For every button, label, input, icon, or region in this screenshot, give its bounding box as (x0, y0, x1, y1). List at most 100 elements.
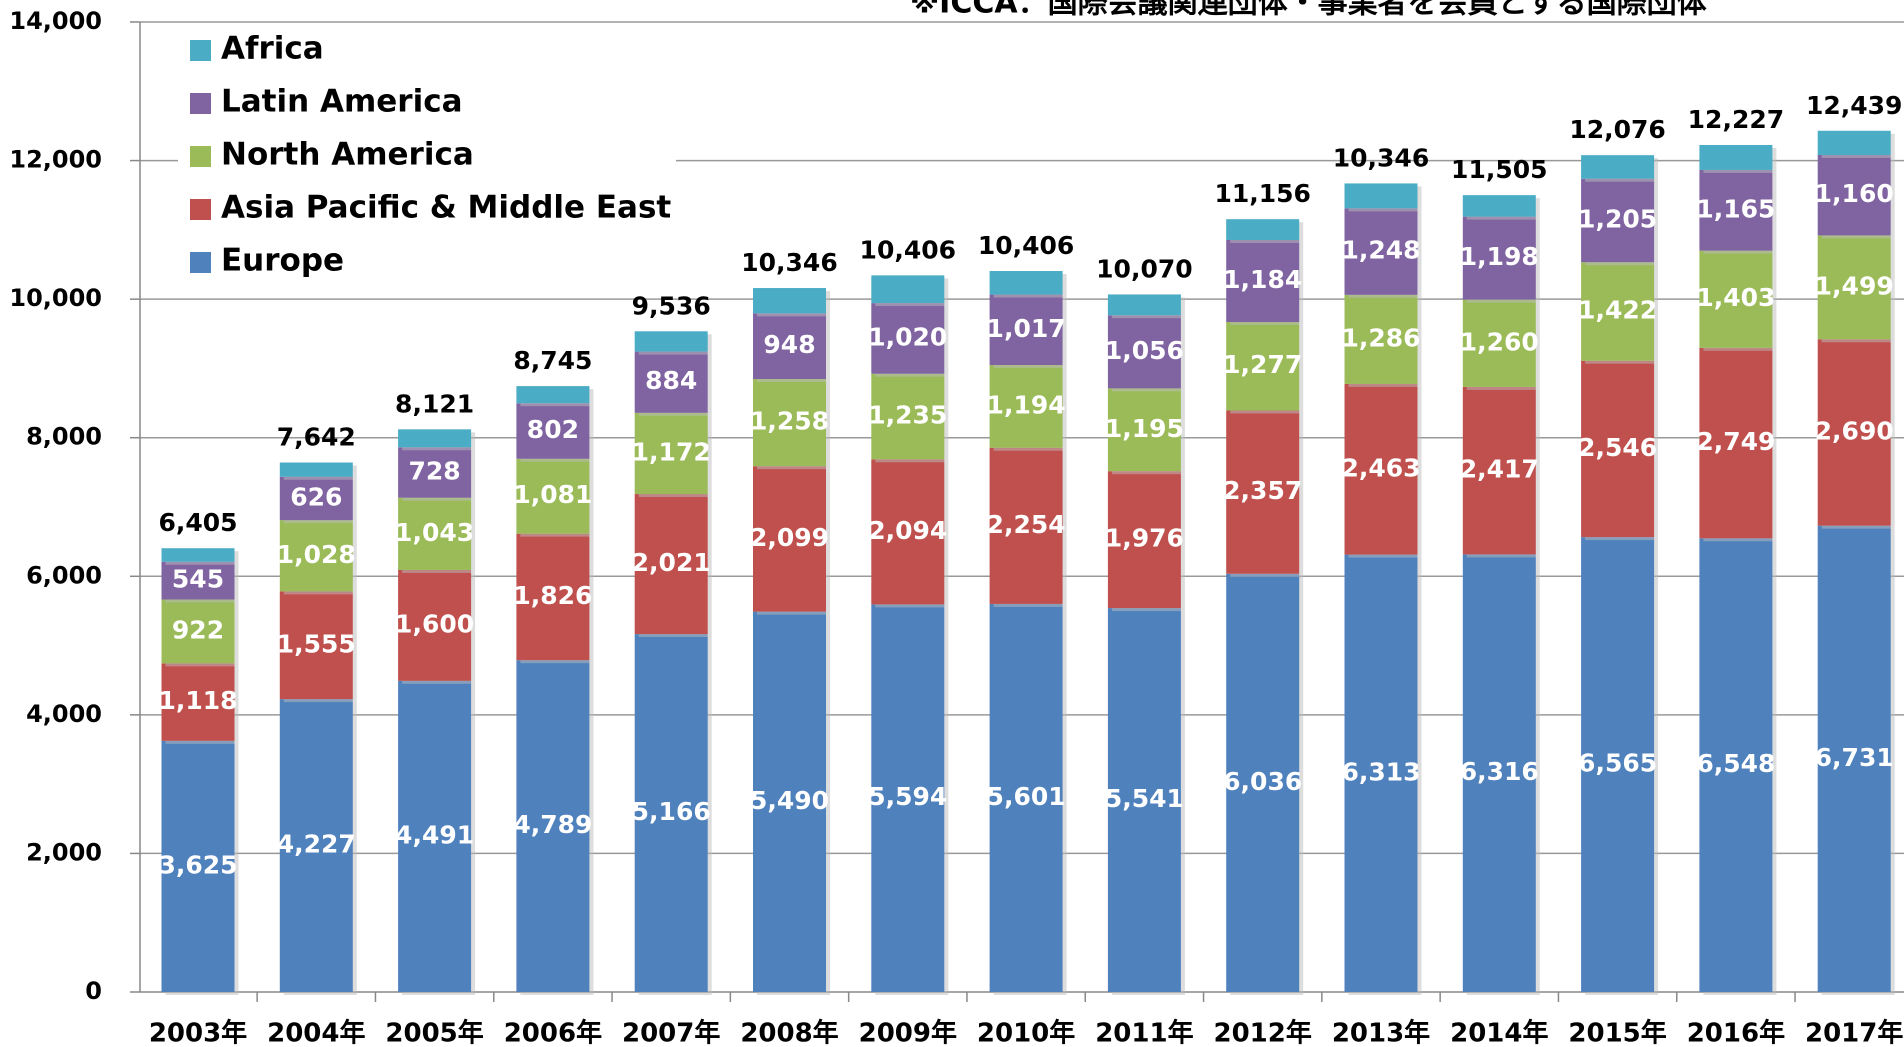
bar-segment (871, 604, 945, 992)
bar-segment (1817, 155, 1891, 236)
legend-swatch (190, 146, 211, 167)
bar-segment (989, 603, 1063, 992)
total-label: 12,227 (1688, 105, 1784, 134)
y-tick-label: 14,000 (9, 7, 102, 35)
chart-title: ※ICCA：国際会議関連団体・事業者を会員とする国際団体 (910, 0, 1708, 21)
bar-segment (1581, 262, 1655, 361)
legend-label: Europe (221, 243, 344, 279)
bar-segment (1226, 410, 1300, 574)
x-tick-label: 2010年 (977, 1018, 1075, 1047)
data-label: 6,565 (1578, 749, 1657, 778)
data-label: 1,184 (1223, 265, 1302, 294)
x-tick-label: 2015年 (1568, 1018, 1666, 1047)
data-label: 2,021 (632, 548, 711, 577)
bar-segment (1107, 388, 1181, 472)
bar-segment (516, 533, 590, 661)
data-label: 1,976 (1105, 524, 1184, 553)
bar-segment (1344, 383, 1418, 555)
total-label: 10,406 (978, 231, 1074, 260)
total-label: 12,439 (1806, 91, 1902, 120)
bar-segment (161, 548, 235, 562)
data-label: 1,403 (1696, 283, 1775, 312)
data-label: 2,546 (1578, 433, 1657, 462)
bar-segment (516, 458, 590, 534)
data-label: 1,043 (395, 518, 474, 547)
y-tick-label: 8,000 (26, 423, 102, 451)
data-label: 2,094 (868, 516, 947, 545)
bar-segment (634, 634, 708, 992)
data-label: 802 (527, 415, 579, 444)
data-label: 1,056 (1105, 336, 1184, 365)
data-label: 1,195 (1105, 414, 1184, 443)
data-label: 6,036 (1223, 767, 1302, 796)
total-label: 10,346 (1333, 143, 1429, 172)
data-label: 5,490 (750, 786, 829, 815)
bar-segment (398, 569, 472, 681)
x-tick-label: 2007年 (622, 1018, 720, 1047)
bar-segment (1226, 322, 1300, 411)
bar-segment (398, 429, 472, 448)
bar-segment (516, 660, 590, 992)
bar-segment (398, 447, 472, 498)
x-tick-label: 2012年 (1214, 1018, 1312, 1047)
data-label: 1,286 (1341, 323, 1420, 352)
bar-segment (1462, 386, 1536, 555)
legend-swatch (190, 252, 211, 273)
data-label: 2,099 (750, 523, 829, 552)
bar-segment (161, 740, 235, 992)
total-label: 6,405 (158, 508, 237, 537)
y-tick-label: 0 (85, 977, 102, 1005)
total-label: 10,406 (860, 235, 956, 264)
x-tick-label: 2006年 (504, 1018, 602, 1047)
total-label: 11,156 (1214, 179, 1310, 208)
bar-segment (634, 351, 708, 413)
bar-segment (989, 447, 1063, 604)
data-label: 545 (172, 565, 224, 594)
data-label: 1,248 (1341, 236, 1420, 265)
total-label: 8,745 (513, 346, 592, 375)
total-label: 10,346 (741, 248, 837, 277)
bar-segment (753, 466, 826, 612)
y-tick-label: 4,000 (26, 700, 102, 728)
bar-segment (871, 303, 945, 374)
data-label: 6,316 (1460, 757, 1539, 786)
data-label: 1,020 (868, 322, 947, 351)
bar-segment (279, 462, 353, 477)
bar-segment (1344, 554, 1418, 992)
bar-segment (871, 459, 945, 605)
x-tick-label: 2017年 (1805, 1018, 1903, 1047)
x-tick-label: 2005年 (385, 1018, 483, 1047)
bar-segment (634, 494, 708, 635)
bar-segment (1344, 183, 1418, 209)
x-tick-label: 2004年 (267, 1018, 365, 1047)
data-label: 3,625 (158, 850, 237, 879)
bar-segment (1581, 537, 1655, 992)
bar-segment (1344, 294, 1418, 384)
bar-segment (398, 680, 472, 992)
bar-segment (1462, 554, 1536, 992)
bar-segment (1699, 538, 1773, 992)
bar-segment (398, 497, 472, 570)
bar-segment (279, 520, 353, 592)
y-tick-label: 12,000 (9, 146, 102, 174)
bar-segment (1107, 608, 1181, 992)
data-label: 922 (172, 615, 224, 644)
legend-label: Latin America (221, 84, 463, 120)
total-label: 8,121 (395, 389, 474, 418)
y-tick-label: 6,000 (26, 561, 102, 589)
bar-segment (1107, 471, 1181, 609)
legend-label: North America (221, 137, 474, 173)
bar-segment (161, 663, 235, 741)
x-tick-label: 2011年 (1095, 1018, 1193, 1047)
x-tick-label: 2014年 (1450, 1018, 1548, 1047)
bar-segment (1226, 239, 1300, 323)
data-label: 1,235 (868, 401, 947, 430)
data-label: 1,160 (1815, 179, 1894, 208)
data-label: 5,594 (868, 782, 947, 811)
legend-swatch (190, 199, 211, 220)
data-label: 1,826 (513, 581, 592, 610)
bar-segment (753, 379, 826, 467)
bar-segment (1462, 216, 1536, 300)
data-label: 2,463 (1341, 453, 1420, 482)
